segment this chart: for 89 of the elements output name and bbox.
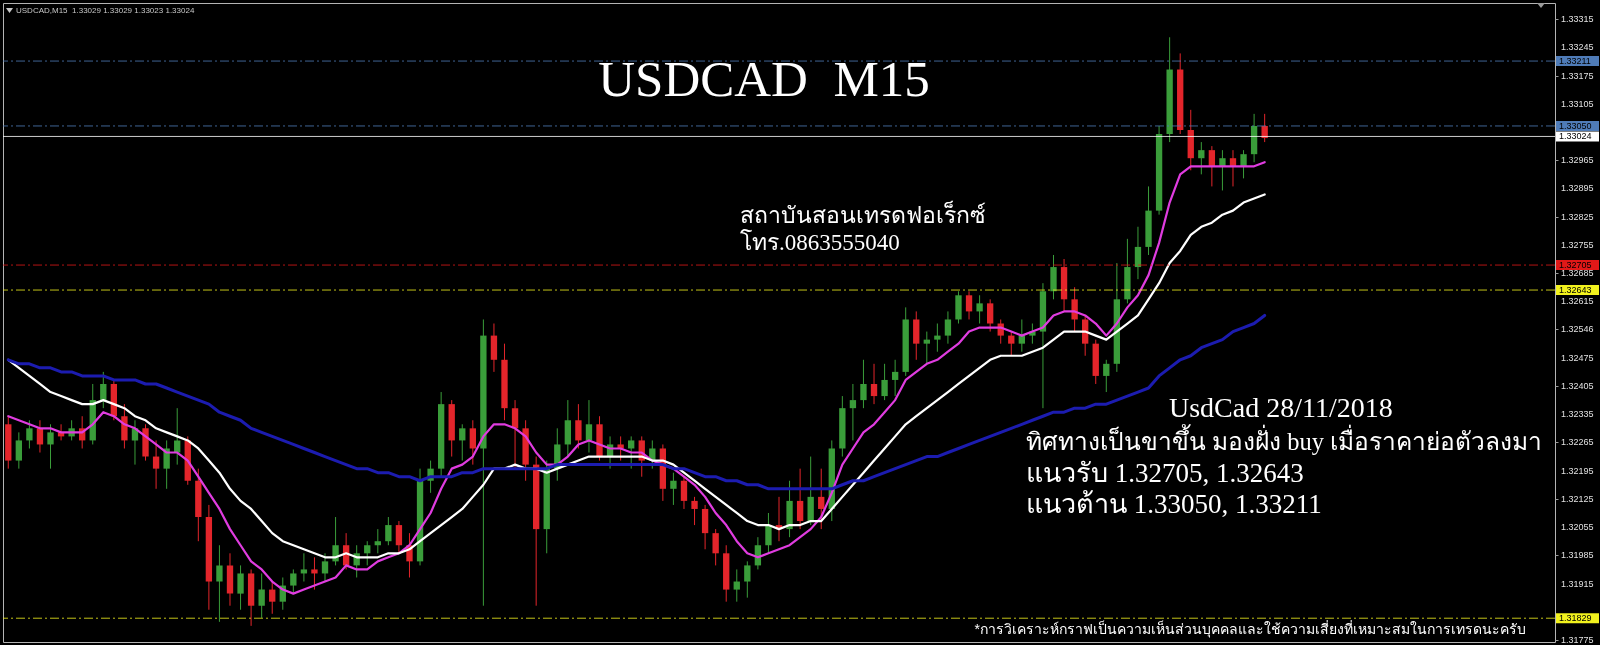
ref-line-label: 1.33211 xyxy=(1559,56,1591,67)
candlestick xyxy=(1103,359,1110,393)
candlestick xyxy=(733,568,740,603)
candlestick xyxy=(944,310,952,345)
candlestick xyxy=(26,419,33,449)
candlestick xyxy=(934,323,941,353)
candlestick xyxy=(47,423,54,470)
candlestick xyxy=(1008,331,1015,357)
y-tick-label: 1.32685 xyxy=(1561,268,1594,279)
candlestick xyxy=(585,399,593,454)
y-tick-label: 1.31775 xyxy=(1561,634,1594,645)
candlestick xyxy=(300,552,308,583)
candlestick xyxy=(216,544,223,623)
ref-line-label: 1.32643 xyxy=(1559,285,1592,296)
candlestick xyxy=(986,298,994,333)
y-tick-label: 1.32546 xyxy=(1561,324,1594,335)
candlestick xyxy=(670,472,677,506)
candlestick xyxy=(311,556,318,591)
candlestick xyxy=(237,564,244,611)
y-tick-label: 1.32125 xyxy=(1561,493,1594,504)
candlestick xyxy=(1198,141,1205,175)
ref-line-label: 1.31829 xyxy=(1559,613,1592,624)
annotation: สถาบันสอนเทรดฟอเร็กซ์ xyxy=(740,200,986,228)
candlestick xyxy=(385,516,392,546)
annotation: ทิศทางเป็นขาขึ้น มองฝั่ง buy เมื่อราคาย่อตัวลงมา xyxy=(1026,424,1543,455)
y-tick-label: 1.32965 xyxy=(1561,155,1594,166)
ref-line-label: 1.33024 xyxy=(1559,131,1592,142)
y-tick-label: 1.32615 xyxy=(1561,296,1594,307)
candlestick xyxy=(628,435,635,470)
candlestick xyxy=(1261,113,1268,143)
candlestick xyxy=(765,512,772,554)
ref-line-label: 1.32705 xyxy=(1559,260,1592,271)
candlestick xyxy=(1018,318,1025,353)
candlestick xyxy=(796,468,804,530)
candlestick xyxy=(744,560,751,599)
candlestick xyxy=(152,439,160,490)
candlestick xyxy=(15,431,22,470)
annotation: แนวต้าน 1.33050, 1.33211 xyxy=(1026,489,1322,519)
y-tick-label: 1.33315 xyxy=(1561,14,1594,25)
candlestick xyxy=(1219,149,1226,191)
candlestick xyxy=(923,331,930,365)
annotation: UsdCad 28/11/2018 xyxy=(1169,392,1393,423)
candlestick xyxy=(469,419,476,466)
candlestick xyxy=(290,568,297,595)
candlestick xyxy=(849,383,857,441)
y-tick-label: 1.32335 xyxy=(1561,409,1594,420)
candlestick xyxy=(321,552,329,583)
candlestick xyxy=(374,528,381,554)
annotation: แนวรับ 1.32705, 1.32643 xyxy=(1026,458,1304,488)
y-tick-label: 1.32405 xyxy=(1561,381,1594,391)
candlestick xyxy=(870,363,878,405)
candlestick xyxy=(459,423,466,462)
candlestick xyxy=(1071,286,1078,333)
candlestick xyxy=(818,468,825,530)
candlestick xyxy=(364,540,371,566)
y-tick-label: 1.33245 xyxy=(1561,42,1594,53)
candlestick xyxy=(965,290,973,320)
y-tick-label: 1.32475 xyxy=(1561,352,1594,363)
candlestick xyxy=(511,399,519,470)
y-tick-label: 1.32265 xyxy=(1561,437,1594,448)
y-tick-label: 1.32755 xyxy=(1561,239,1594,250)
annotation: โทร.0863555040 xyxy=(740,229,900,255)
y-tick-label: 1.31915 xyxy=(1561,578,1594,589)
ref-line-label: 1.33050 xyxy=(1559,120,1592,131)
candlestick xyxy=(332,516,339,566)
candlestick xyxy=(712,528,719,566)
candlestick xyxy=(1240,149,1247,179)
candlestick xyxy=(575,403,582,449)
candlestick xyxy=(680,476,688,510)
y-tick-label: 1.31985 xyxy=(1561,550,1594,561)
annotation: USDCAD,M15 1.33029 1.33029 1.33023 1.33024 xyxy=(16,5,195,15)
candlestick xyxy=(976,294,983,325)
y-tick-label: 1.32825 xyxy=(1561,211,1594,222)
candlestick xyxy=(174,407,181,466)
candlestick xyxy=(860,359,867,409)
candlestick xyxy=(395,520,403,554)
candlestick xyxy=(881,363,888,401)
candlestick xyxy=(100,371,107,409)
y-tick-label: 1.33105 xyxy=(1561,98,1594,109)
y-tick-label: 1.32055 xyxy=(1561,522,1594,533)
annotation: *การวิเคราะห์กราฟเป็นความเห็นส่วนบุคคลและใช้ความเสี่ยงที่เหมาะสมในการเทรดนะครับ xyxy=(974,620,1526,638)
y-tick-label: 1.32195 xyxy=(1561,465,1594,476)
candlestick xyxy=(691,496,698,526)
candlestick xyxy=(269,581,276,615)
y-tick-label: 1.32895 xyxy=(1561,183,1594,194)
candlestick xyxy=(891,359,899,397)
text: USDCAD M15 xyxy=(598,51,930,107)
candlestick xyxy=(258,572,265,619)
y-tick-label: 1.33175 xyxy=(1561,70,1594,81)
